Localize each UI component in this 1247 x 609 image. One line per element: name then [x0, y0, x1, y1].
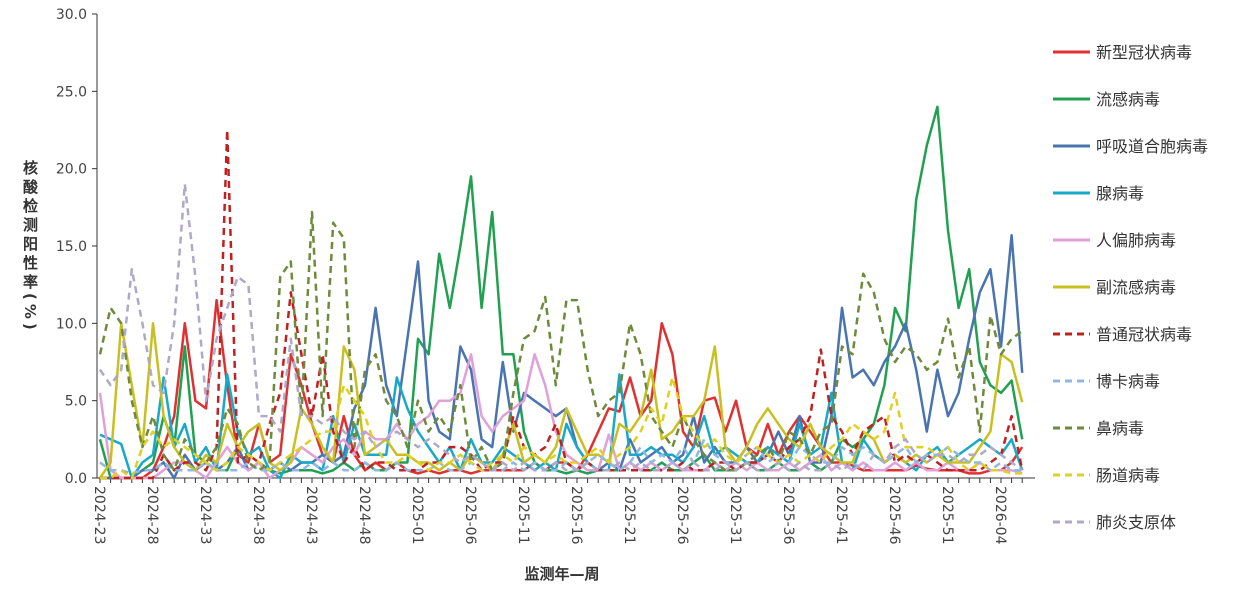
series-line: [99, 373, 1024, 480]
legend-label: 流感病毒: [1096, 90, 1160, 109]
y-tick-label: 15.0: [56, 239, 87, 255]
x-tick-label: 2025-11: [515, 486, 531, 545]
y-tick-label: 30.0: [56, 7, 87, 23]
x-tick-label: 2025-16: [568, 486, 584, 545]
x-tick-label: 2024-48: [356, 486, 372, 545]
y-tick-label: 5.0: [65, 394, 87, 410]
y-axis-title: 核酸检测阳性率(%): [21, 159, 39, 334]
series-line: [98, 182, 1023, 472]
legend-label: 人偏肺病毒: [1096, 231, 1176, 250]
x-axis-title: 监测年—周: [524, 565, 599, 583]
series-line: [100, 298, 1024, 480]
series-line: [98, 210, 1023, 472]
legend-label: 博卡病毒: [1096, 372, 1160, 391]
x-tick-label: 2025-06: [462, 486, 478, 545]
legend-label: 呼吸道合胞病毒: [1096, 137, 1208, 156]
legend-label: 肠道病毒: [1096, 466, 1160, 485]
y-tick-label: 0.0: [65, 471, 87, 487]
x-tick-label: 2025-21: [621, 486, 637, 545]
y-tick-label: 20.0: [56, 162, 87, 178]
x-tick-label: 2024-43: [303, 486, 319, 545]
x-tick-label: 2024-23: [91, 486, 107, 545]
x-tick-label: 2026-04: [992, 486, 1008, 545]
x-tick-label: 2025-26: [674, 486, 690, 545]
x-tick-label: 2025-31: [727, 486, 743, 545]
x-tick-label: 2024-28: [144, 486, 160, 545]
y-tick-label: 10.0: [56, 316, 87, 332]
x-tick-label: 2025-36: [780, 486, 796, 545]
x-tick-label: 2025-51: [939, 486, 955, 545]
x-tick-label: 2024-33: [197, 486, 213, 545]
legend-label: 副流感病毒: [1096, 278, 1176, 297]
legend-label: 普通冠状病毒: [1096, 325, 1192, 344]
legend-label: 新型冠状病毒: [1096, 43, 1192, 62]
series-line: [100, 128, 1024, 480]
legend-label: 肺炎支原体: [1096, 513, 1176, 532]
legend-label: 鼻病毒: [1096, 419, 1144, 438]
x-tick-label: 2025-46: [886, 486, 902, 545]
y-tick-label: 25.0: [56, 84, 87, 100]
x-tick-label: 2025-01: [409, 486, 425, 545]
legend-label: 腺病毒: [1096, 184, 1144, 203]
series-line: [100, 376, 1023, 480]
x-tick-label: 2025-41: [833, 486, 849, 545]
x-tick-label: 2024-38: [250, 486, 266, 545]
series-line: [98, 105, 1024, 480]
